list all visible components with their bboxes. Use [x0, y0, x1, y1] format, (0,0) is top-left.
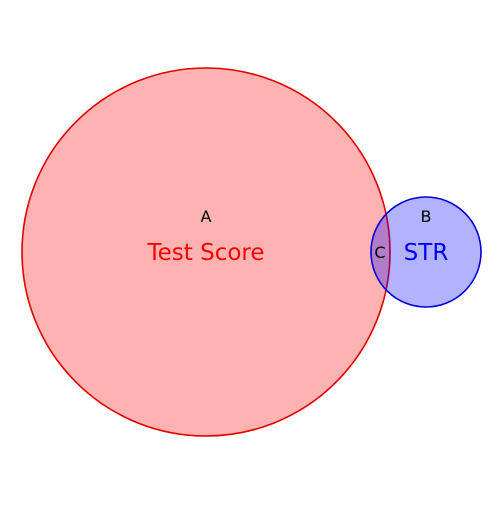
set-a-name: Test Score	[146, 240, 264, 266]
set-b-name: STR	[404, 240, 449, 266]
set-a-circle	[21, 67, 391, 437]
region-label-c-intersection: C	[374, 243, 385, 262]
region-label-b: B	[421, 207, 432, 226]
region-label-a: A	[201, 207, 212, 226]
set-b-circle	[370, 196, 482, 308]
